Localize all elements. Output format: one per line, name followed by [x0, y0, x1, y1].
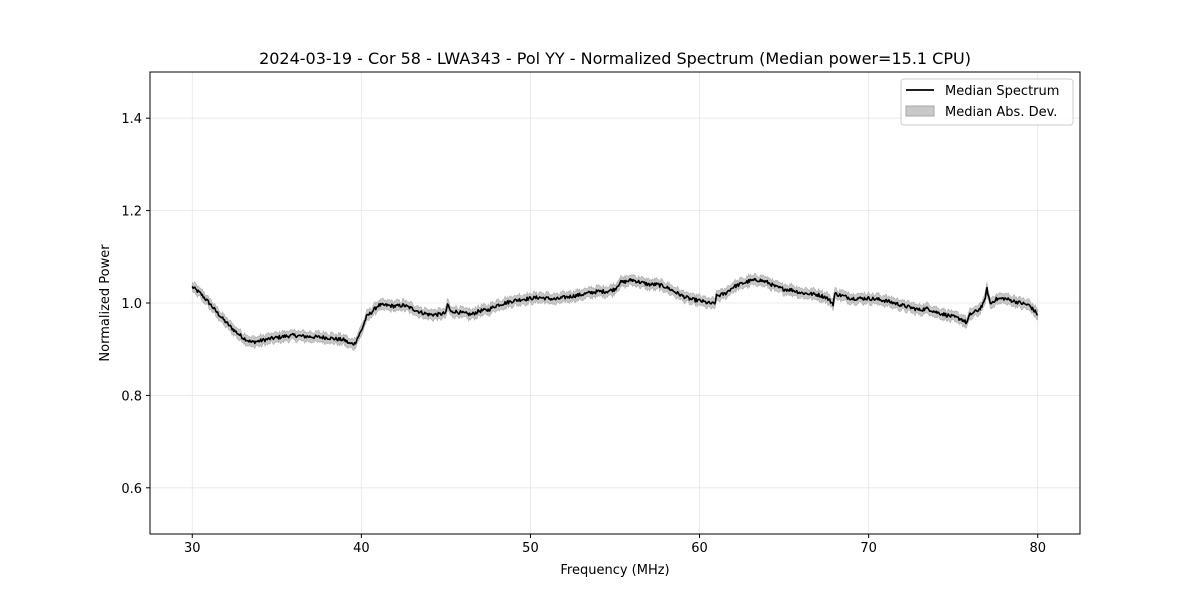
y-axis-ticks: 0.6 0.8 1.0 1.2 1.4	[121, 112, 150, 497]
x-tick-label: 30	[184, 541, 201, 556]
mad-band	[191, 273, 1039, 352]
x-tick-label: 80	[1029, 541, 1046, 556]
y-tick-label: 0.8	[121, 389, 142, 404]
legend-swatch-mad	[905, 105, 935, 117]
y-tick-label: 1.0	[121, 297, 142, 312]
x-tick-label: 40	[353, 541, 370, 556]
legend-label-mad: Median Abs. Dev.	[945, 105, 1057, 120]
median-spectrum-line	[191, 277, 1038, 346]
median-line-layer	[191, 277, 1038, 346]
x-tick-label: 70	[860, 541, 877, 556]
x-tick-label: 60	[691, 541, 708, 556]
legend: Median Spectrum Median Abs. Dev.	[900, 78, 1074, 126]
legend-box	[900, 78, 1074, 126]
y-tick-label: 1.2	[121, 205, 142, 220]
legend-label-median-spectrum: Median Spectrum	[945, 84, 1059, 99]
x-axis-label: Frequency (MHz)	[560, 563, 669, 578]
chart-title: 2024-03-19 - Cor 58 - LWA343 - Pol YY - …	[259, 49, 971, 68]
mad-band-layer	[191, 273, 1039, 352]
x-tick-label: 50	[522, 541, 539, 556]
y-axis-label: Normalized Power	[98, 244, 113, 362]
y-tick-label: 1.4	[121, 112, 142, 127]
y-tick-label: 0.6	[121, 482, 142, 497]
x-axis-ticks: 30 40 50 60 70 80	[184, 534, 1046, 556]
